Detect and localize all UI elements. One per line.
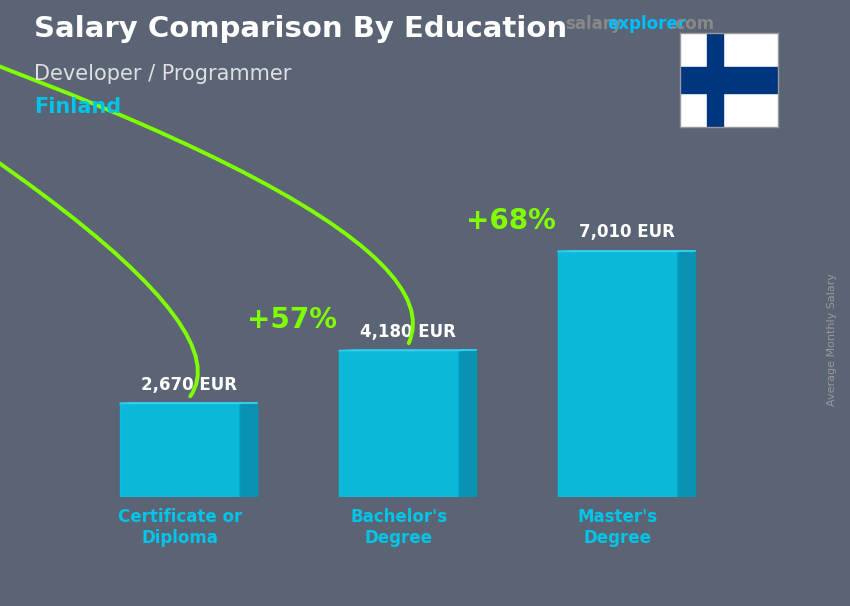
- Polygon shape: [678, 251, 695, 497]
- Text: Average Monthly Salary: Average Monthly Salary: [827, 273, 837, 406]
- Text: 7,010 EUR: 7,010 EUR: [579, 223, 675, 241]
- Bar: [558, 251, 678, 497]
- Polygon shape: [240, 403, 258, 497]
- Polygon shape: [459, 350, 477, 497]
- Text: Developer / Programmer: Developer / Programmer: [34, 64, 292, 84]
- Text: Finland: Finland: [34, 97, 121, 117]
- Bar: [338, 350, 459, 497]
- Text: salary: salary: [565, 15, 622, 33]
- Text: +68%: +68%: [466, 207, 555, 235]
- Bar: [120, 404, 240, 497]
- Text: 4,180 EUR: 4,180 EUR: [360, 323, 456, 341]
- Bar: [680, 67, 778, 93]
- Text: explorer: explorer: [608, 15, 687, 33]
- Text: 2,670 EUR: 2,670 EUR: [140, 376, 236, 394]
- Text: Salary Comparison By Education: Salary Comparison By Education: [34, 15, 567, 43]
- Text: +57%: +57%: [246, 306, 337, 334]
- Text: .com: .com: [669, 15, 714, 33]
- Polygon shape: [120, 403, 258, 404]
- Bar: [707, 33, 723, 127]
